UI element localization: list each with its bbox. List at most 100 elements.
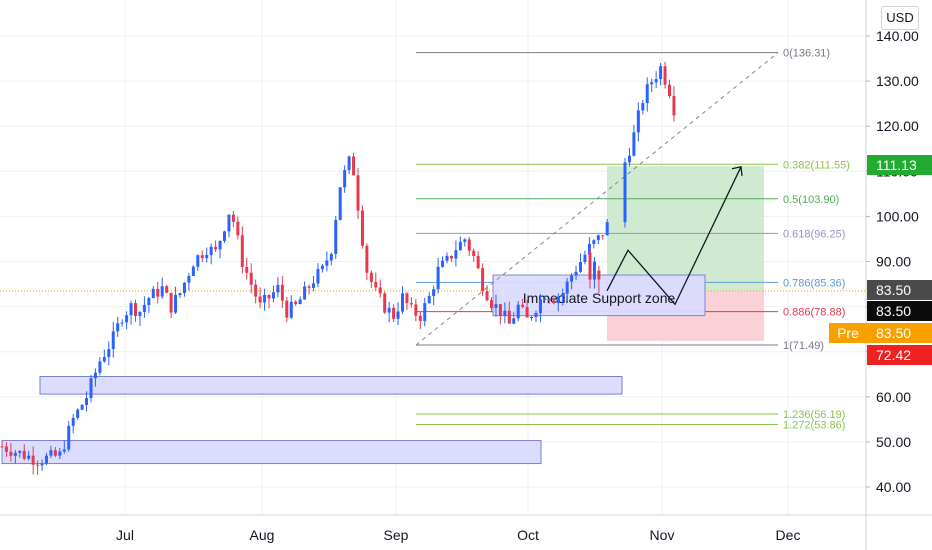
candle-body: [343, 170, 347, 188]
candle-body: [454, 250, 458, 259]
price-badge: [867, 323, 932, 343]
candle-body: [458, 241, 462, 251]
currency-selector[interactable]: USD: [881, 6, 919, 30]
candle-body: [521, 304, 525, 307]
price-badge-label: 83.50: [876, 325, 911, 341]
candle-body: [258, 296, 262, 303]
candle-body: [218, 240, 222, 250]
candle-body: [111, 331, 115, 350]
candle-body: [98, 361, 102, 373]
candle-body: [552, 300, 556, 304]
candle-body: [498, 304, 502, 316]
candle-body: [254, 284, 258, 297]
candle-body: [89, 378, 93, 399]
y-tick-label: 120.00: [876, 118, 919, 134]
candle-body: [672, 96, 676, 116]
candle-body: [636, 110, 640, 133]
candle-body: [632, 132, 636, 156]
support-zone-box: [1, 440, 542, 465]
candle-body: [49, 450, 53, 456]
candle-body: [22, 450, 26, 459]
candle-body: [71, 417, 75, 426]
candle-body: [156, 288, 160, 297]
candle-body: [120, 322, 124, 324]
candle-body: [116, 323, 120, 332]
candle-body: [298, 299, 302, 305]
candle-body: [9, 451, 13, 456]
candle-body: [405, 293, 409, 304]
candle-body: [579, 262, 582, 272]
x-tick-label: Aug: [250, 527, 275, 543]
candle-body: [58, 451, 62, 456]
candle-body: [378, 287, 382, 294]
candle-body: [356, 175, 360, 211]
fib-level-label: 0.382(111.55): [783, 159, 850, 171]
candle-body: [76, 409, 80, 418]
price-badge-label: 111.13: [876, 157, 917, 173]
candle-body: [138, 311, 142, 316]
candle-body: [102, 357, 106, 362]
candle-body: [165, 286, 169, 293]
candle-body: [369, 272, 373, 282]
candle-body: [418, 315, 422, 322]
candle-body: [432, 289, 436, 296]
candle-body: [294, 301, 298, 305]
candle-body: [494, 304, 498, 309]
candle-body: [641, 103, 645, 111]
candle-body: [360, 210, 364, 246]
candle-body: [587, 243, 591, 255]
price-badge: [867, 280, 932, 300]
candle-body: [147, 298, 151, 305]
candle-body: [334, 219, 338, 254]
candle-body: [160, 286, 164, 297]
candle-body: [338, 187, 342, 220]
y-tick-label: 50.00: [876, 434, 911, 450]
candle-body: [316, 269, 320, 284]
support-zone-box: [39, 376, 623, 395]
fib-level-label: 0(136.31): [783, 48, 830, 60]
candle-body: [561, 293, 565, 297]
candle-body: [4, 446, 8, 452]
candle-body: [512, 318, 516, 324]
candle-body: [445, 255, 449, 261]
candle-body: [125, 315, 129, 323]
candle-body: [396, 311, 400, 319]
candle-body: [240, 235, 244, 267]
candle-body: [263, 295, 267, 303]
candle-body: [205, 255, 209, 259]
candle-body: [200, 255, 204, 259]
candle-body: [485, 291, 489, 301]
candle-body: [588, 252, 592, 280]
candle-body: [534, 312, 538, 318]
candle-body: [107, 349, 111, 358]
candle-body: [605, 222, 609, 236]
candle-body: [659, 66, 663, 80]
fib-level-label: 0.786(85.36): [783, 277, 845, 289]
price-badge: [867, 345, 932, 365]
candle-body: [352, 156, 356, 176]
fib-level-label: 1.236(56.19): [783, 409, 845, 421]
candle-body: [556, 296, 560, 304]
immediate-support-label: Immediate Support zone: [523, 290, 676, 306]
candle-body: [312, 283, 315, 288]
x-tick-label: Nov: [650, 527, 675, 543]
candle-body: [596, 235, 600, 241]
price-badge: [867, 155, 932, 175]
candle-body: [245, 266, 249, 273]
profit-zone: [607, 166, 764, 291]
candle-body: [472, 250, 476, 256]
price-badge: [867, 301, 932, 321]
price-badge-label: 83.50: [876, 303, 911, 319]
candle-body: [441, 260, 445, 267]
candle-body: [645, 84, 649, 104]
projection-arrowhead: [731, 165, 743, 176]
candle-body: [507, 310, 511, 324]
candle-body: [668, 84, 671, 97]
x-tick-label: Oct: [517, 527, 539, 543]
candle-body: [280, 284, 284, 301]
candle-body: [40, 463, 44, 466]
y-tick-label: 40.00: [876, 479, 911, 495]
y-tick-label: 100.00: [876, 208, 919, 224]
